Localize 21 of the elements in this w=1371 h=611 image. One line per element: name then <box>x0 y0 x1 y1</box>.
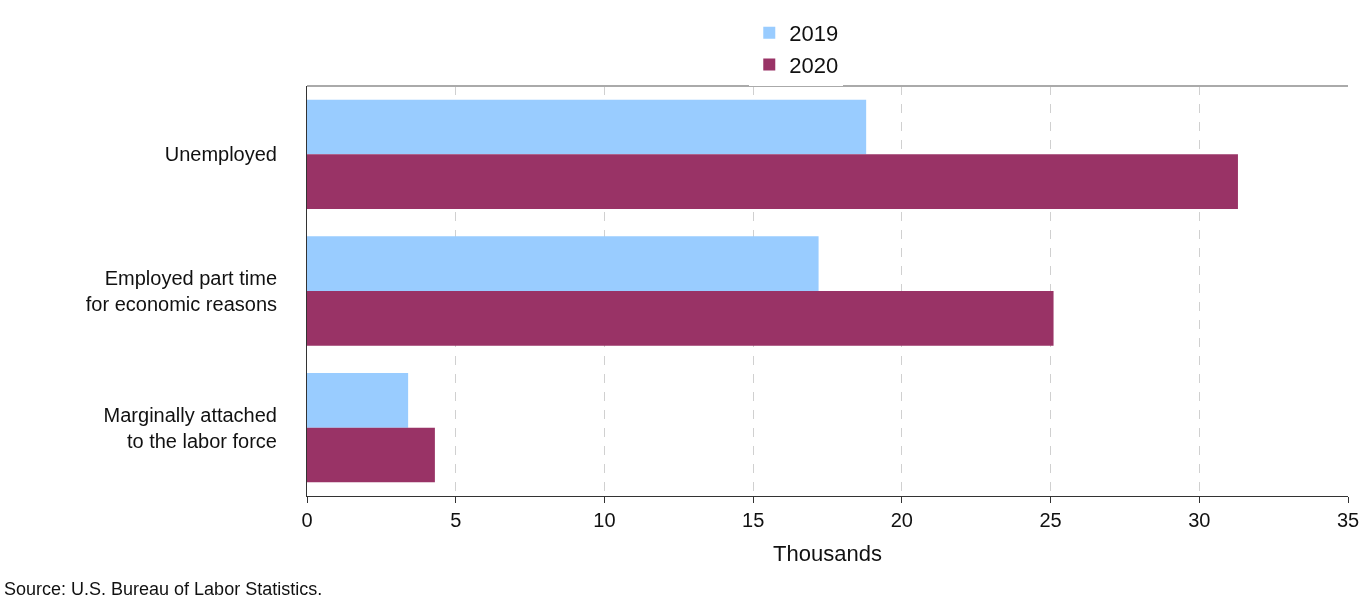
bar <box>307 236 819 291</box>
bar <box>307 99 867 155</box>
y-tick-label: Unemployed <box>164 143 277 166</box>
x-axis-title: Thousands <box>773 540 882 566</box>
bar <box>307 427 435 483</box>
bar <box>307 291 1054 346</box>
x-tick-label: 15 <box>742 509 765 531</box>
legend-label: 2020 <box>789 52 839 78</box>
y-tick-label: Marginally attached to the labor force <box>103 403 277 452</box>
bar <box>307 373 409 428</box>
bar <box>307 154 1238 209</box>
x-tick-label: 25 <box>1039 509 1062 531</box>
x-tick-label: 5 <box>450 509 462 531</box>
x-tick-label: 20 <box>890 509 913 531</box>
y-tick-label: Employed part time for economic reasons <box>85 267 277 315</box>
x-tick-label: 35 <box>1336 509 1360 531</box>
x-tick-label: 10 <box>593 509 616 531</box>
source-note: Source: U.S. Bureau of Labor Statistics. <box>4 579 323 599</box>
x-tick-label: 0 <box>301 509 313 531</box>
x-tick-label: 30 <box>1188 509 1211 531</box>
legend-label: 2019 <box>789 21 839 47</box>
